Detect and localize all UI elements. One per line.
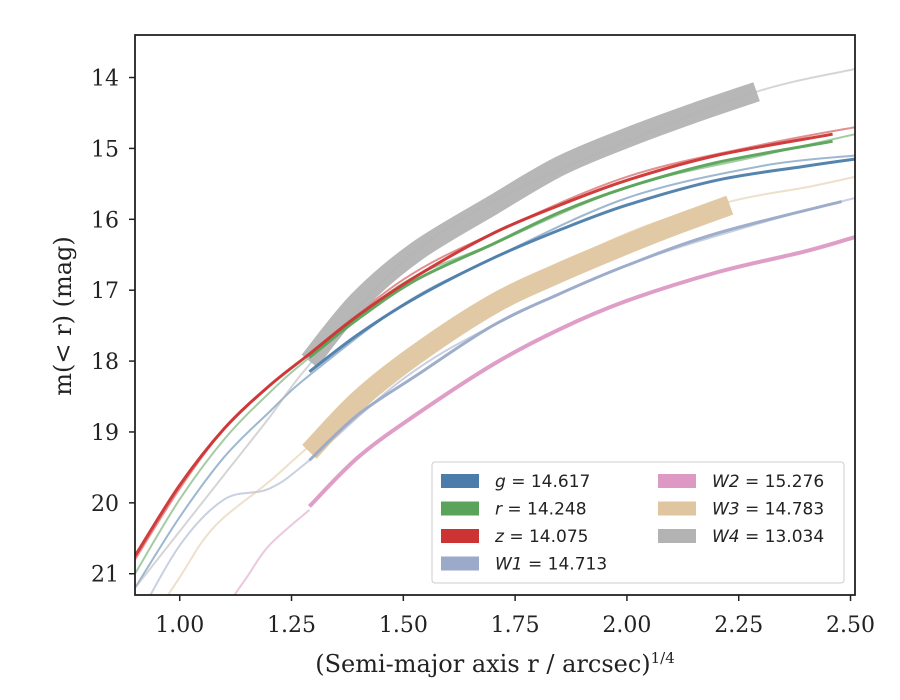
y-tick-label: 19 [91,421,119,446]
series-w1-band [308,200,842,462]
legend-var-w3: W3 [712,500,740,520]
legend-label-w3: W3 = 14.783 [712,500,824,520]
x-tick-label: 2.00 [602,613,651,638]
legend-value-g: = 14.617 [506,472,591,492]
x-tick-label: 1.75 [491,613,540,638]
legend-entry-r: r = 14.248 [441,500,587,520]
x-ticks: 1.00 1.25 1.50 1.75 2.00 2.25 2.50 [155,595,875,638]
plot-frame [134,34,856,596]
legend-value-w2: = 15.276 [740,472,825,492]
legend-var-g: g [495,472,506,492]
y-axis-label: m(< r) (mag) [49,236,77,395]
legend-entry-z: z = 14.075 [441,527,588,547]
legend-swatch-w2 [658,474,696,488]
legend-label-w2: W2 = 15.276 [712,472,824,492]
legend-box [431,461,845,584]
y-tick-label: 15 [91,137,119,162]
legend-entry-w1: W1 = 14.713 [441,555,607,575]
legend-var-w2: W2 [712,472,740,492]
x-tick-label: 2.25 [714,613,763,638]
series-w2-faint-line [233,509,311,595]
y-tick-label: 18 [91,350,119,375]
legend-swatch-r [441,501,479,516]
series-w3-band [302,195,734,459]
legend-swatch-z [441,529,479,543]
legend-var-r: r [495,500,503,520]
x-axis-label-text: (Semi-major axis r / arcsec) [315,650,650,678]
legend-entry-w2: W2 = 15.276 [658,472,824,492]
y-tick-label: 21 [91,563,119,588]
series-w4-band [301,82,760,368]
x-tick-label: 2.50 [826,613,875,638]
legend-value-z: = 14.075 [504,527,589,547]
y-tick-label: 20 [91,492,119,517]
y-tick-label: 14 [91,67,119,92]
y-tick-label: 17 [91,279,119,304]
series-g-band [308,157,855,373]
series-w2-band [307,235,855,508]
series-w1-faint-line [149,197,855,595]
series-r-band [308,139,833,359]
legend-value-r: = 14.248 [502,500,587,520]
legend-label-w4: W4 = 13.034 [712,527,824,547]
legend-label-r: r = 14.248 [495,500,587,520]
legend-var-w1: W1 [495,555,523,575]
x-tick-label: 1.25 [267,613,316,638]
y-tick-label: 16 [91,208,119,233]
legend-value-w1: = 14.713 [523,555,608,575]
legend-entry-g: g = 14.617 [441,472,590,492]
x-axis-label: (Semi-major axis r / arcsec)1/4 [315,649,675,678]
legend-swatch-w4 [658,529,696,543]
legend-label-w1: W1 = 14.713 [495,555,607,575]
legend-var-w4: W4 [712,527,740,547]
legend-label-z: z = 14.075 [494,527,588,547]
x-tick-label: 1.00 [155,613,204,638]
legend-entry-w4: W4 = 13.034 [658,527,824,547]
x-axis-label-exponent: 1/4 [651,649,675,667]
legend-swatch-w3 [658,501,696,516]
legend-label-g: g = 14.617 [495,472,590,492]
legend-var-z: z [494,527,505,547]
legend-value-w4: = 13.034 [740,527,825,547]
x-tick-label: 1.50 [379,613,428,638]
series-z-band [135,132,833,557]
legend-swatch-g [441,474,479,488]
legend-value-w3: = 14.783 [740,500,825,520]
legend-swatch-w1 [441,556,479,571]
y-ticks: 14 15 16 17 18 19 20 21 [91,67,135,588]
legend-entry-w3: W3 = 14.783 [658,500,824,520]
band-curves [135,82,855,557]
